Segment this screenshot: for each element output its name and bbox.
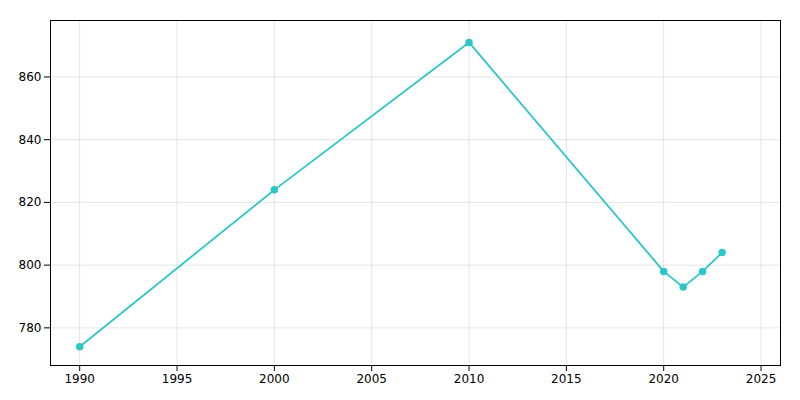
svg-text:2025: 2025 [746, 372, 777, 386]
svg-text:840: 840 [19, 133, 42, 147]
svg-text:2015: 2015 [551, 372, 582, 386]
svg-text:1990: 1990 [64, 372, 95, 386]
svg-text:2010: 2010 [454, 372, 485, 386]
svg-text:2000: 2000 [259, 372, 290, 386]
svg-text:780: 780 [19, 321, 42, 335]
svg-text:2020: 2020 [648, 372, 679, 386]
svg-text:800: 800 [19, 258, 42, 272]
svg-text:1995: 1995 [162, 372, 193, 386]
svg-text:2005: 2005 [356, 372, 387, 386]
svg-text:860: 860 [19, 70, 42, 84]
svg-text:820: 820 [19, 195, 42, 209]
